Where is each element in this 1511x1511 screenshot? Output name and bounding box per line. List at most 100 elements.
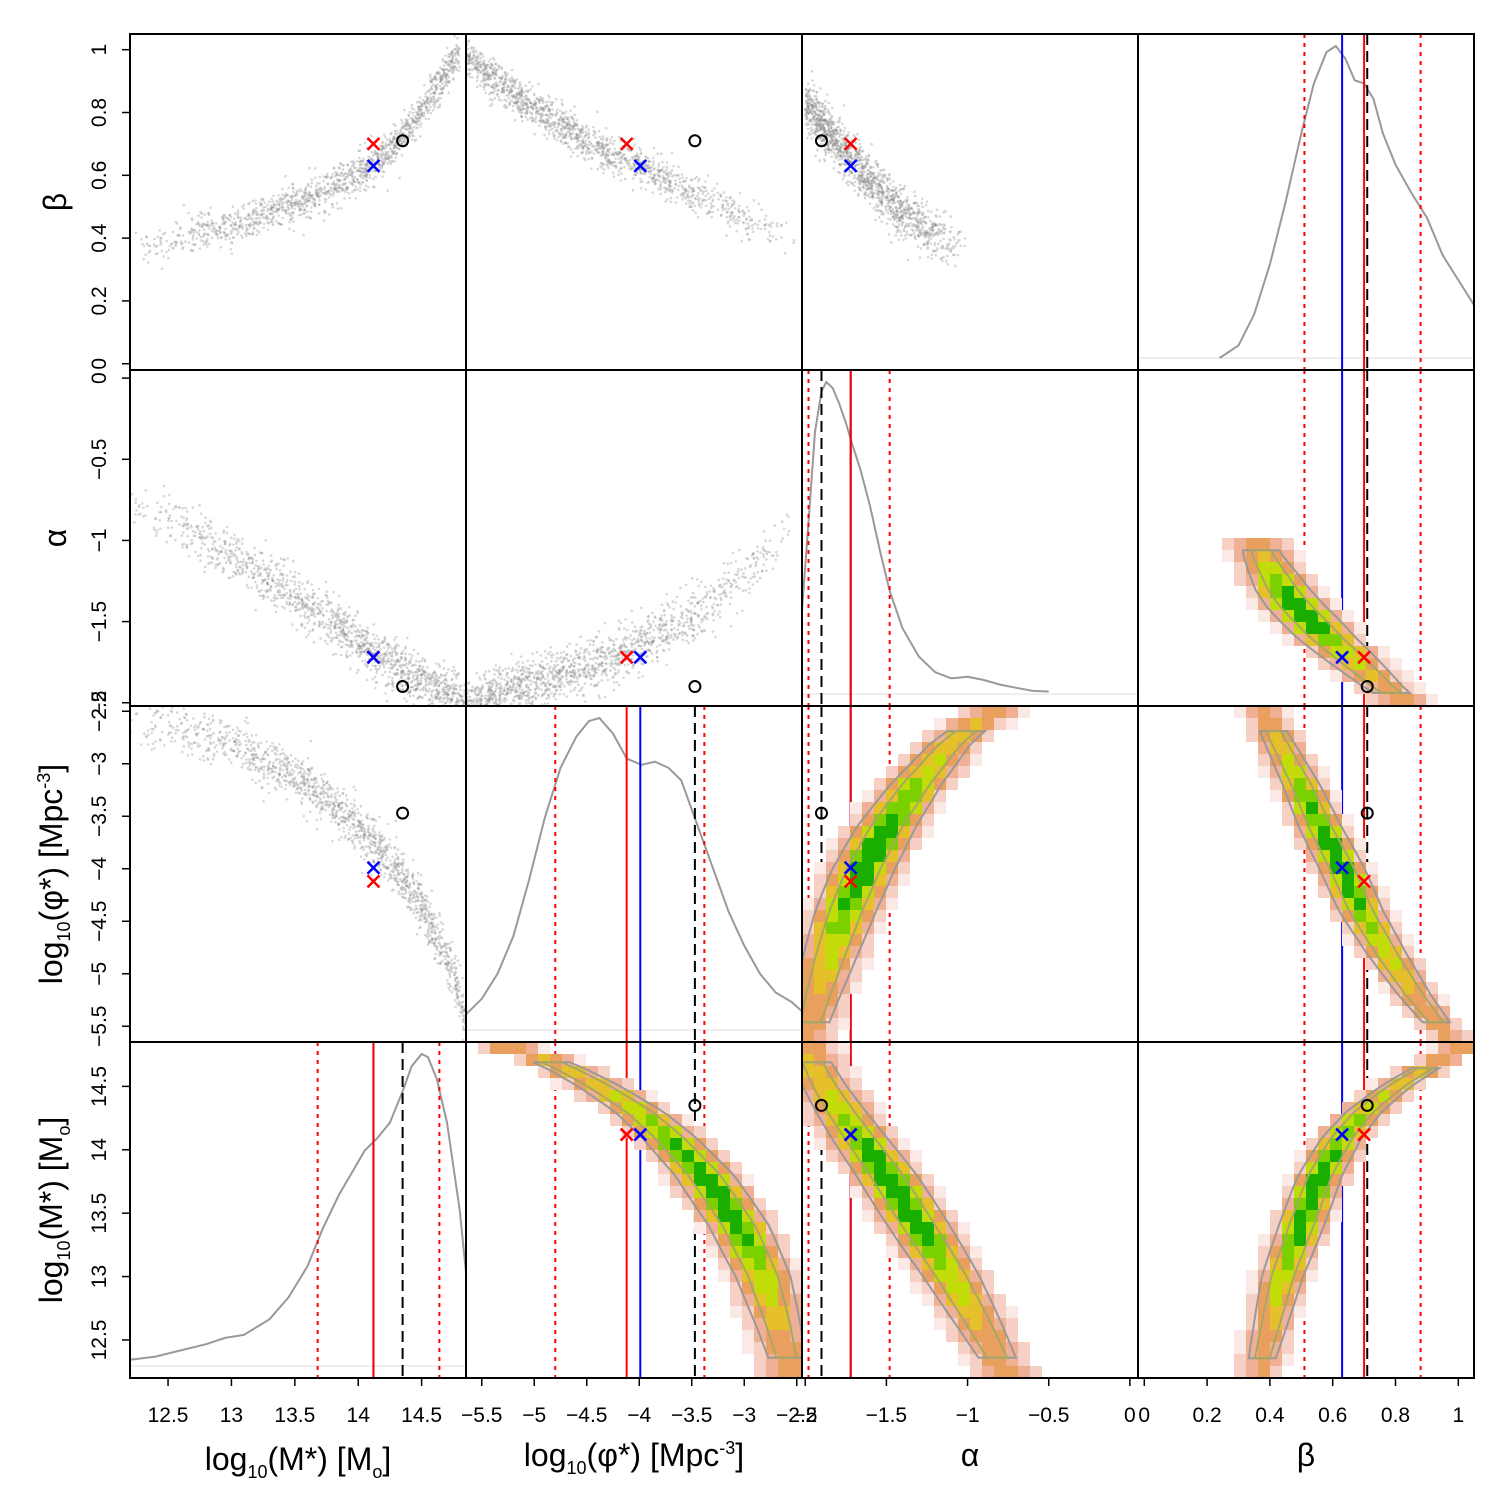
scatter-point: [805, 116, 809, 119]
scatter-point: [742, 214, 746, 217]
scatter-point: [737, 215, 741, 219]
scatter-point: [530, 112, 534, 116]
scatter-point: [491, 91, 495, 95]
scatter-point: [156, 528, 159, 532]
scatter-point: [768, 234, 772, 237]
scatter-point: [828, 119, 832, 123]
scatter-point: [262, 216, 265, 219]
scatter-point: [601, 142, 604, 145]
scatter-point: [425, 108, 429, 112]
scatter-point: [552, 123, 556, 127]
scatter-point: [421, 657, 424, 660]
scatter-point: [835, 147, 838, 151]
scatter-point: [936, 247, 939, 250]
scatter-point: [479, 70, 482, 74]
scatter-point: [388, 137, 392, 141]
scatter-point: [586, 146, 590, 149]
scatter-point: [520, 89, 523, 93]
scatter-point: [381, 658, 384, 662]
scatter-point: [747, 209, 751, 213]
scatter-point: [556, 125, 559, 129]
scatter-point: [445, 73, 448, 77]
scatter-point: [816, 100, 819, 104]
scatter-point: [311, 588, 315, 592]
scatter-point: [525, 98, 528, 101]
scatter-point: [312, 613, 316, 616]
scatter-point: [560, 124, 564, 127]
scatter-point: [246, 232, 249, 235]
scatter-point: [382, 663, 386, 667]
scatter-point: [808, 133, 812, 137]
scatter-point: [494, 62, 498, 66]
scatter-point: [812, 105, 816, 109]
scatter-point: [648, 166, 652, 169]
scatter-point: [867, 194, 870, 198]
scatter-point: [562, 133, 565, 136]
scatter-point: [911, 224, 914, 228]
scatter-point: [426, 111, 430, 115]
scatter-point: [429, 111, 433, 115]
scatter-point: [408, 134, 412, 138]
scatter-point: [338, 630, 342, 634]
scatter-point: [520, 108, 523, 111]
scatter-point: [538, 119, 541, 123]
scatter-point: [390, 148, 393, 151]
scatter-point: [883, 175, 886, 179]
scatter-point: [541, 96, 544, 100]
scatter-point: [508, 91, 512, 94]
scatter-point: [363, 163, 367, 167]
scatter-point: [171, 230, 175, 234]
scatter-point: [440, 674, 443, 677]
scatter-point: [556, 130, 559, 133]
scatter-point: [842, 151, 846, 154]
scatter-point: [260, 213, 264, 217]
scatter-point: [346, 615, 349, 619]
scatter-point: [853, 153, 857, 157]
scatter-point: [608, 160, 612, 163]
scatter-point: [561, 117, 565, 121]
scatter-point: [815, 98, 818, 101]
scatter-point: [303, 200, 307, 204]
scatter-point: [431, 79, 435, 82]
scatter-point: [852, 157, 856, 160]
scatter-point: [461, 699, 464, 703]
scatter-point: [338, 167, 342, 170]
scatter-point: [719, 194, 723, 198]
scatter-point: [805, 92, 808, 95]
scatter-panel-M-beta: [134, 34, 461, 271]
scatter-point: [928, 232, 931, 236]
scatter-point: [300, 624, 304, 628]
scatter-point: [253, 226, 256, 230]
scatter-point: [662, 166, 665, 169]
scatter-point: [870, 179, 874, 183]
scatter-point: [895, 209, 898, 213]
scatter-point: [328, 192, 331, 195]
scatter-point: [353, 166, 356, 169]
scatter-point: [329, 610, 332, 613]
scatter-point: [764, 214, 768, 217]
scatter-point: [269, 587, 272, 590]
scatter-point: [214, 222, 218, 225]
scatter-point: [494, 62, 497, 66]
scatter-point: [649, 169, 652, 173]
scatter-point: [292, 559, 295, 563]
scatter-point: [639, 152, 642, 156]
scatter-point: [880, 212, 884, 216]
scatter-point: [289, 593, 293, 596]
scatter-point: [328, 627, 332, 630]
scatter-point: [827, 129, 830, 133]
scatter-point: [500, 76, 504, 80]
scatter-point: [901, 222, 904, 225]
scatter-point: [307, 194, 311, 197]
scatter-point: [358, 624, 362, 627]
scatter-point: [476, 62, 479, 66]
scatter-point: [905, 230, 908, 234]
scatter-point: [815, 108, 819, 112]
scatter-point: [365, 630, 369, 633]
scatter-point: [167, 517, 170, 520]
scatter-point: [874, 209, 878, 212]
scatter-point: [308, 166, 311, 170]
scatter-point: [344, 633, 348, 637]
scatter-point: [447, 52, 451, 56]
scatter-point: [606, 143, 610, 146]
